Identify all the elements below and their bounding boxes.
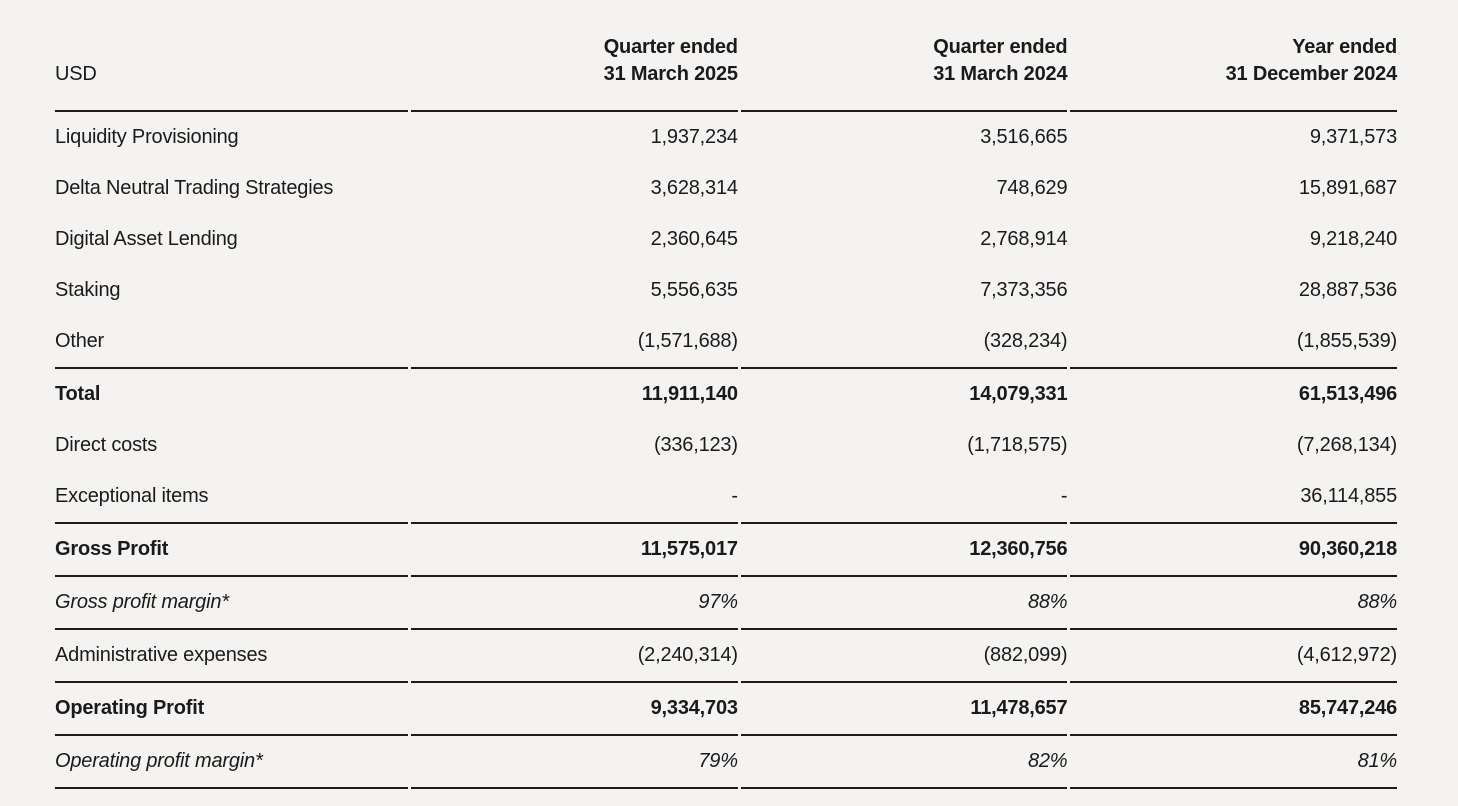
cell-value: 97% bbox=[411, 577, 738, 630]
cell-value: 82% bbox=[740, 736, 1068, 789]
row-label: Staking bbox=[55, 279, 121, 301]
cell-value: 7,373,356 bbox=[980, 279, 1068, 301]
row-label: Liquidity Provisioning bbox=[55, 126, 239, 148]
column-header-q1-2024: Quarter ended 31 March 2024 bbox=[740, 0, 1068, 112]
row-label: Other bbox=[55, 316, 409, 369]
cell-value: 90,360,218 bbox=[1070, 524, 1397, 577]
cell-value: (336,123) bbox=[653, 434, 738, 456]
cell-value: 9,371,573 bbox=[1309, 126, 1397, 148]
column-header-date: 31 March 2025 bbox=[603, 63, 738, 85]
row-label: Delta Neutral Trading Strategies bbox=[55, 177, 334, 199]
table-row: Liquidity Provisioning 1,937,234 3,516,6… bbox=[55, 112, 1397, 163]
unit-label: USD bbox=[55, 0, 409, 112]
cell-value: (4,612,972) bbox=[1070, 630, 1397, 683]
cell-value: 81% bbox=[1070, 736, 1397, 789]
table-row-operating-profit: Operating Profit 9,334,703 11,478,657 85… bbox=[55, 683, 1397, 736]
cell-value: 12,360,756 bbox=[740, 524, 1068, 577]
row-label: Operating profit margin* bbox=[55, 736, 409, 789]
row-label: Exceptional items bbox=[55, 471, 409, 524]
table-row: Direct costs (336,123) (1,718,575) (7,26… bbox=[55, 420, 1397, 471]
cell-value: 85,747,246 bbox=[1070, 683, 1397, 736]
row-label: Total bbox=[55, 383, 101, 405]
table-row: Other (1,571,688) (328,234) (1,855,539) bbox=[55, 316, 1397, 369]
column-header-period: Quarter ended bbox=[603, 36, 738, 58]
cell-value: 9,334,703 bbox=[411, 683, 738, 736]
table-row: Digital Asset Lending 2,360,645 2,768,91… bbox=[55, 214, 1397, 265]
table-row-operating-profit-margin: Operating profit margin* 79% 82% 81% bbox=[55, 736, 1397, 789]
cell-value: 14,079,331 bbox=[969, 383, 1068, 405]
cell-value: (328,234) bbox=[740, 316, 1068, 369]
cell-value: (1,718,575) bbox=[967, 434, 1068, 456]
column-header-period: Quarter ended bbox=[933, 36, 1068, 58]
cell-value: - bbox=[740, 471, 1068, 524]
cell-value: 3,628,314 bbox=[650, 177, 738, 199]
table-row: Exceptional items - - 36,114,855 bbox=[55, 471, 1397, 524]
financial-results-table: USD Quarter ended 31 March 2025 Quarter … bbox=[52, 0, 1400, 789]
cell-value: - bbox=[411, 471, 738, 524]
row-label: Gross Profit bbox=[55, 524, 409, 577]
row-label: Direct costs bbox=[55, 434, 158, 456]
cell-value: 3,516,665 bbox=[980, 126, 1068, 148]
row-label: Gross profit margin* bbox=[55, 577, 409, 630]
cell-value: 36,114,855 bbox=[1070, 471, 1397, 524]
cell-value: 2,768,914 bbox=[980, 228, 1068, 250]
cell-value: (7,268,134) bbox=[1296, 434, 1397, 456]
row-label: Administrative expenses bbox=[55, 630, 409, 683]
header-row: USD Quarter ended 31 March 2025 Quarter … bbox=[55, 0, 1397, 112]
table-row-gross-profit: Gross Profit 11,575,017 12,360,756 90,36… bbox=[55, 524, 1397, 577]
cell-value: 2,360,645 bbox=[650, 228, 738, 250]
table-row: Administrative expenses (2,240,314) (882… bbox=[55, 630, 1397, 683]
cell-value: 11,911,140 bbox=[641, 383, 738, 405]
table-row-total: Total 11,911,140 14,079,331 61,513,496 bbox=[55, 369, 1397, 420]
financial-results-sheet: USD Quarter ended 31 March 2025 Quarter … bbox=[52, 0, 1400, 789]
cell-value: 88% bbox=[1070, 577, 1397, 630]
cell-value: 88% bbox=[740, 577, 1068, 630]
table-row: Delta Neutral Trading Strategies 3,628,3… bbox=[55, 163, 1397, 214]
table-row-gross-profit-margin: Gross profit margin* 97% 88% 88% bbox=[55, 577, 1397, 630]
cell-value: (1,571,688) bbox=[411, 316, 738, 369]
cell-value: 11,575,017 bbox=[411, 524, 738, 577]
cell-value: 28,887,536 bbox=[1298, 279, 1397, 301]
cell-value: 9,218,240 bbox=[1309, 228, 1397, 250]
column-header-date: 31 December 2024 bbox=[1225, 63, 1398, 85]
cell-value: (2,240,314) bbox=[411, 630, 738, 683]
cell-value: 5,556,635 bbox=[650, 279, 738, 301]
row-label: Operating Profit bbox=[55, 683, 409, 736]
cell-value: 15,891,687 bbox=[1298, 177, 1397, 199]
cell-value: 1,937,234 bbox=[650, 126, 738, 148]
cell-value: 61,513,496 bbox=[1298, 383, 1397, 405]
cell-value: (882,099) bbox=[740, 630, 1068, 683]
column-header-period: Year ended bbox=[1292, 36, 1397, 58]
row-label: Digital Asset Lending bbox=[55, 228, 238, 250]
cell-value: (1,855,539) bbox=[1070, 316, 1397, 369]
cell-value: 79% bbox=[411, 736, 738, 789]
cell-value: 748,629 bbox=[996, 177, 1068, 199]
column-header-fy-2024: Year ended 31 December 2024 bbox=[1070, 0, 1397, 112]
table-row: Staking 5,556,635 7,373,356 28,887,536 bbox=[55, 265, 1397, 316]
column-header-date: 31 March 2024 bbox=[933, 63, 1068, 85]
cell-value: 11,478,657 bbox=[740, 683, 1068, 736]
column-header-q1-2025: Quarter ended 31 March 2025 bbox=[411, 0, 738, 112]
